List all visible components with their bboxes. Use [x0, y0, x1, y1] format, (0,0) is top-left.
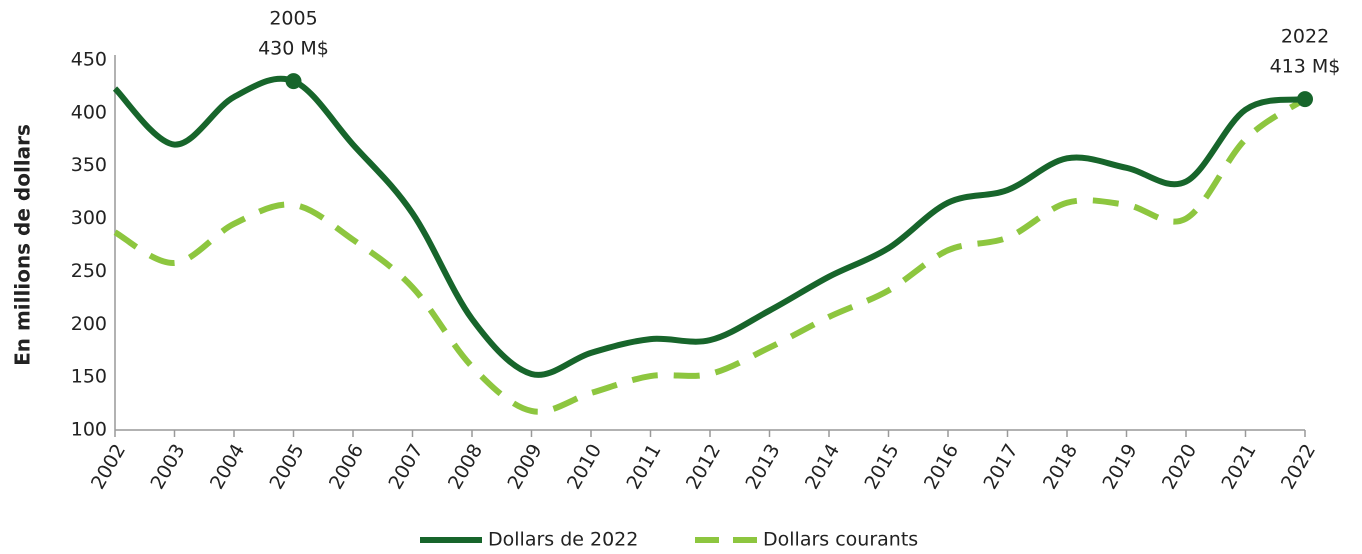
series-line — [113, 96, 1307, 415]
annotation-marker — [285, 73, 302, 90]
x-tick-label: 2010 — [563, 440, 606, 493]
x-tick-label: 2016 — [920, 440, 963, 493]
x-tick-label: 2008 — [444, 440, 487, 493]
annotation: 2005 — [269, 8, 317, 30]
legend-label: Dollars de 2022 — [488, 529, 638, 551]
y-tick-label: 100 — [71, 419, 107, 441]
x-tick-label: 2020 — [1158, 440, 1201, 493]
x-tick-label: 2017 — [979, 440, 1022, 493]
x-tick-label: 2014 — [801, 440, 844, 493]
y-tick-label: 450 — [71, 49, 107, 71]
y-tick-label: 350 — [71, 154, 107, 176]
x-tick-label: 2009 — [503, 440, 546, 493]
annotation-marker — [1297, 91, 1313, 108]
x-tick-label: 2019 — [1098, 440, 1141, 493]
x-tick-label: 2015 — [860, 440, 903, 493]
y-tick-label: 150 — [71, 366, 107, 388]
x-tick-label: 2002 — [87, 440, 130, 493]
y-tick-label: 400 — [71, 101, 107, 123]
x-tick-label: 2006 — [325, 440, 368, 493]
annotation: 430 M$ — [258, 38, 329, 60]
y-tick-label: 300 — [71, 207, 107, 229]
x-tick-label: 2021 — [1217, 440, 1260, 493]
x-tick-label: 2007 — [384, 440, 427, 493]
legend-label: Dollars courants — [763, 529, 918, 551]
x-tick-label: 2003 — [146, 440, 189, 493]
x-tick-label: 2022 — [1277, 440, 1320, 493]
x-tick-label: 2013 — [741, 440, 784, 493]
series-line — [112, 75, 1306, 378]
annotation: 2022 — [1281, 26, 1329, 48]
x-tick-label: 2005 — [265, 440, 308, 493]
y-tick-label: 200 — [71, 313, 107, 335]
annotation: 413 M$ — [1270, 56, 1341, 78]
x-tick-label: 2011 — [622, 440, 665, 493]
x-tick-label: 2018 — [1039, 440, 1082, 493]
x-tick-label: 2004 — [206, 440, 249, 493]
y-tick-label: 250 — [71, 260, 107, 282]
y-axis-label: En millions de dollars — [11, 124, 35, 366]
x-tick-label: 2012 — [682, 440, 725, 493]
